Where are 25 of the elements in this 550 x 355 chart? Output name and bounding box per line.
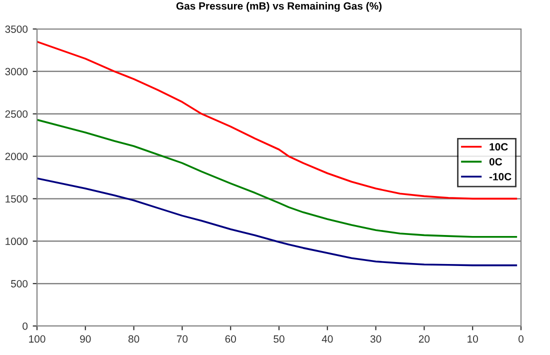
x-tick-label: 100 xyxy=(29,335,46,343)
legend-label: 10C xyxy=(490,143,508,151)
x-tick-label: 10 xyxy=(468,335,478,343)
y-tick-label: 500 xyxy=(11,280,28,288)
y-tick-label: 0 xyxy=(22,322,28,330)
x-tick-label: 30 xyxy=(370,335,382,343)
x-tick-label: 70 xyxy=(176,335,188,343)
y-tick-label: 3000 xyxy=(5,68,28,76)
y-tick-label: 2500 xyxy=(5,110,28,118)
x-tick-label: 50 xyxy=(274,335,284,343)
x-tick-label: 0 xyxy=(518,335,524,343)
legend-label: -10C xyxy=(489,172,512,180)
chart-title: Gas Pressure (mB) vs Remaining Gas (%) xyxy=(176,2,382,12)
line-series xyxy=(37,40,518,200)
x-tick-label: 40 xyxy=(322,335,333,343)
x-tick-label: 80 xyxy=(128,335,140,343)
line-series xyxy=(37,118,518,238)
x-tick-label: 60 xyxy=(225,335,236,343)
y-tick-label: 2000 xyxy=(5,152,28,160)
y-tick-label: 3500 xyxy=(5,26,28,33)
x-tick-label: 20 xyxy=(418,335,430,343)
x-tick-label: 90 xyxy=(80,335,91,343)
y-tick-label: 1000 xyxy=(6,238,28,246)
y-tick-label: 1500 xyxy=(6,195,28,203)
legend-label: 0C xyxy=(489,158,502,166)
